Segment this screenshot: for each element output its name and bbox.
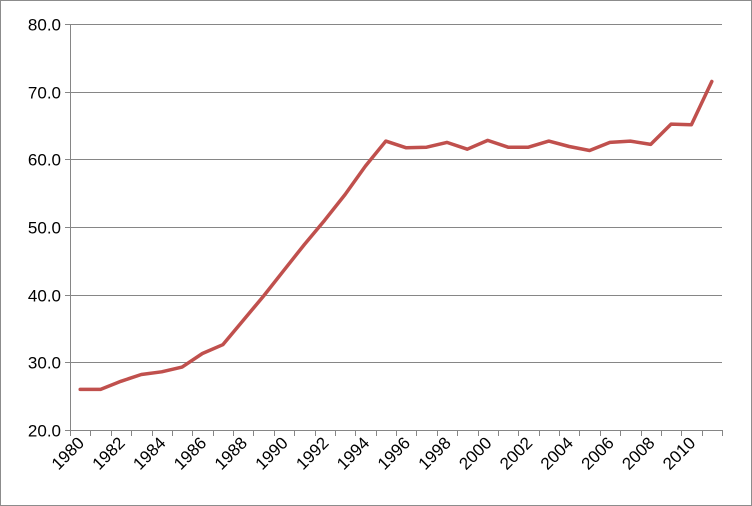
x-tick-label: 1992	[292, 433, 332, 473]
x-tick-label: 2000	[455, 433, 495, 473]
x-tick-label: 2002	[496, 433, 536, 473]
y-tick-label: 20.0	[28, 422, 61, 441]
x-tick-label: 1982	[89, 433, 129, 473]
x-tick-label: 2006	[578, 433, 618, 473]
series-line-0	[78, 79, 714, 392]
x-tick-label: 2010	[659, 433, 699, 473]
y-tick-label: 30.0	[28, 354, 61, 373]
x-axis-tick-labels: 1980 1982 1984 1986 1988 1990 1992 1994 1996 1998…	[48, 433, 699, 473]
x-tick-label: 1984	[129, 433, 169, 473]
y-tick-label: 70.0	[28, 84, 61, 103]
axes	[65, 24, 723, 436]
series-layer	[78, 79, 714, 392]
x-tick-label: 1990	[252, 433, 292, 473]
y-tick-label: 80.0	[28, 16, 61, 35]
y-tick-label: 50.0	[28, 219, 61, 238]
y-tick-label: 60.0	[28, 151, 61, 170]
x-tick-label: 1994	[333, 433, 373, 473]
x-tick-label: 1996	[374, 433, 414, 473]
x-tick-label: 1998	[415, 433, 455, 473]
y-axis-tick-labels: 20.0 30.0 40.0 50.0 60.0 70.0 80.0	[28, 16, 61, 441]
gridlines	[70, 24, 722, 363]
y-tick-label: 40.0	[28, 287, 61, 306]
x-tick-label: 2004	[537, 433, 577, 473]
x-tick-label: 1988	[211, 433, 251, 473]
x-tick-label: 2008	[618, 433, 658, 473]
x-tick-label: 1986	[170, 433, 210, 473]
